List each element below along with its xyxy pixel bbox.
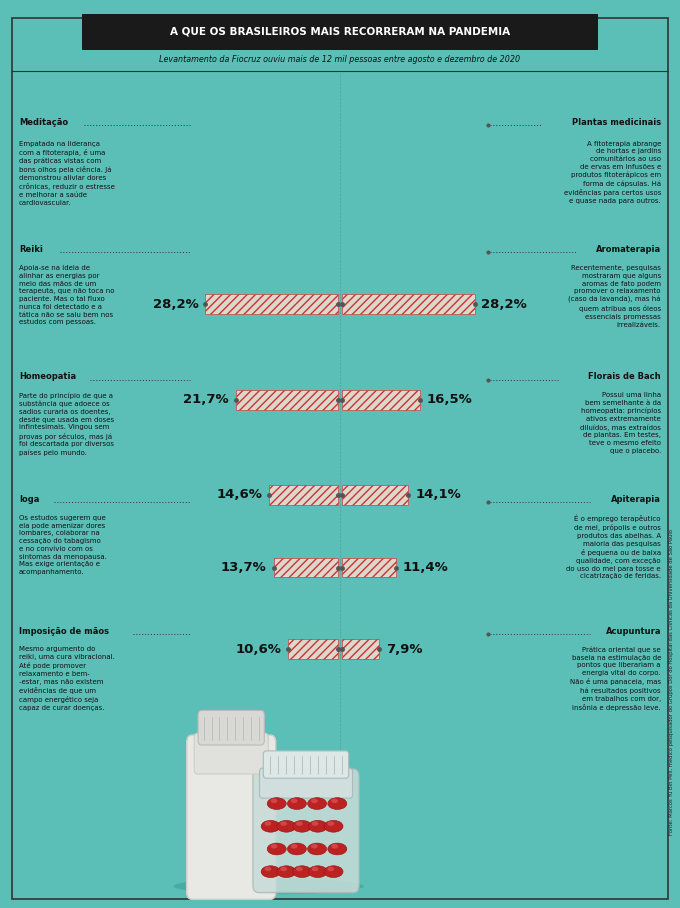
Bar — [342, 639, 379, 659]
Ellipse shape — [280, 821, 287, 826]
FancyBboxPatch shape — [186, 735, 276, 899]
Ellipse shape — [331, 799, 338, 803]
Ellipse shape — [261, 866, 280, 877]
Text: Possui uma linha
bem semelhante à da
homeopatia: princípios
ativos extremamente
: Possui uma linha bem semelhante à da hom… — [580, 392, 661, 454]
Bar — [205, 294, 338, 314]
Bar — [342, 390, 420, 410]
Ellipse shape — [311, 799, 318, 803]
Ellipse shape — [328, 843, 347, 855]
Ellipse shape — [308, 821, 327, 832]
Bar — [342, 294, 475, 314]
Text: Plantas medicinais: Plantas medicinais — [572, 118, 661, 127]
Text: Reiki: Reiki — [19, 245, 43, 254]
Bar — [342, 390, 420, 410]
Bar — [236, 390, 338, 410]
Text: Meditação: Meditação — [19, 118, 68, 127]
Bar — [342, 485, 408, 505]
Ellipse shape — [307, 797, 326, 810]
Text: 14,6%: 14,6% — [217, 489, 262, 501]
Ellipse shape — [311, 821, 318, 826]
Ellipse shape — [308, 866, 327, 877]
Text: Ioga: Ioga — [19, 495, 39, 504]
Text: 16,5%: 16,5% — [426, 393, 472, 406]
Ellipse shape — [271, 799, 277, 803]
Ellipse shape — [288, 797, 307, 810]
Text: Empatada na liderança
com a fitoterapia, é uma
das práticas vistas com
bons olho: Empatada na liderança com a fitoterapia,… — [19, 141, 115, 206]
Text: 11,4%: 11,4% — [403, 561, 448, 574]
Ellipse shape — [324, 866, 343, 877]
Text: 28,2%: 28,2% — [153, 298, 199, 311]
Text: Apoia-se na ideia de
alinhar as energias por
meio das mãos de um
terapeuta, que : Apoia-se na ideia de alinhar as energias… — [19, 265, 114, 325]
Text: Os estudos sugerem que
ela pode amenizar dores
lombares, colaborar na
cessação d: Os estudos sugerem que ela pode amenizar… — [19, 515, 107, 575]
Ellipse shape — [311, 844, 318, 848]
Ellipse shape — [267, 843, 286, 855]
FancyBboxPatch shape — [263, 751, 349, 778]
Bar — [273, 558, 338, 577]
Bar — [236, 390, 338, 410]
Text: Parte do princípio de que a
substância que adoece os
sadios curaria os doentes,
: Parte do princípio de que a substância q… — [19, 392, 114, 456]
Bar — [342, 639, 379, 659]
Text: Aromaterapia: Aromaterapia — [596, 245, 661, 254]
Text: A QUE OS BRASILEIROS MAIS RECORRERAM NA PANDEMIA: A QUE OS BRASILEIROS MAIS RECORRERAM NA … — [170, 26, 510, 37]
Text: Prática oriental que se
baseia na estimulação de
pontos que liberariam a
energia: Prática oriental que se baseia na estimu… — [570, 646, 661, 711]
Text: Apiterapia: Apiterapia — [611, 495, 661, 504]
Ellipse shape — [324, 821, 343, 832]
Text: Florais de Bach: Florais de Bach — [588, 372, 661, 381]
Ellipse shape — [296, 866, 303, 872]
Bar — [342, 558, 396, 577]
Ellipse shape — [311, 866, 318, 872]
Text: Recentemente, pesquisas
mostraram que alguns
aromas de fato podem
promover o rel: Recentemente, pesquisas mostraram que al… — [568, 265, 661, 328]
Bar — [342, 485, 408, 505]
Text: Fonte: Marcos Yü Bin Pell, médico pesquisador do Grupos Dor do Hospital das Clín: Fonte: Marcos Yü Bin Pell, médico pesqui… — [668, 529, 674, 835]
Text: 13,7%: 13,7% — [221, 561, 267, 574]
Ellipse shape — [328, 797, 347, 810]
Ellipse shape — [271, 844, 277, 848]
Ellipse shape — [292, 821, 311, 832]
FancyBboxPatch shape — [198, 710, 265, 745]
Bar — [288, 639, 338, 659]
Ellipse shape — [265, 866, 271, 872]
FancyBboxPatch shape — [260, 768, 352, 798]
Bar — [205, 294, 338, 314]
Text: É o emprego terapêutico
de mel, própolis e outros
produtos das abelhas. A
maiori: É o emprego terapêutico de mel, própolis… — [566, 515, 661, 579]
Text: 14,1%: 14,1% — [415, 489, 461, 501]
Text: Mesmo argumento do
reiki, uma cura vibracional.
Até pode promover
relaxamento e : Mesmo argumento do reiki, uma cura vibra… — [19, 646, 115, 711]
Ellipse shape — [288, 843, 307, 855]
Ellipse shape — [307, 843, 326, 855]
Bar — [273, 558, 338, 577]
Ellipse shape — [291, 844, 298, 848]
Text: 28,2%: 28,2% — [481, 298, 527, 311]
Ellipse shape — [277, 821, 296, 832]
Ellipse shape — [265, 821, 271, 826]
Bar — [269, 485, 338, 505]
Text: A fitoterapia abrange
de hortas e jardins
comunitários ao uso
de ervas em infusõ: A fitoterapia abrange de hortas e jardin… — [564, 141, 661, 203]
FancyBboxPatch shape — [253, 769, 359, 893]
Ellipse shape — [267, 797, 286, 810]
Ellipse shape — [292, 866, 311, 877]
Bar — [269, 485, 338, 505]
Ellipse shape — [327, 821, 334, 826]
Bar — [342, 294, 475, 314]
Ellipse shape — [280, 866, 287, 872]
Text: 10,6%: 10,6% — [235, 643, 282, 656]
Ellipse shape — [173, 878, 364, 894]
Ellipse shape — [327, 866, 334, 872]
Text: Acupuntura: Acupuntura — [605, 627, 661, 636]
FancyBboxPatch shape — [194, 734, 268, 774]
Text: 7,9%: 7,9% — [386, 643, 422, 656]
Bar — [342, 558, 396, 577]
Text: Homeopatia: Homeopatia — [19, 372, 76, 381]
Text: Levantamento da Fiocruz ouviu mais de 12 mil pessoas entre agosto e dezembro de : Levantamento da Fiocruz ouviu mais de 12… — [159, 54, 521, 64]
Ellipse shape — [291, 799, 298, 803]
Ellipse shape — [331, 844, 338, 848]
Text: Imposição de mãos: Imposição de mãos — [19, 627, 109, 636]
FancyBboxPatch shape — [82, 14, 598, 50]
Ellipse shape — [277, 866, 296, 877]
Ellipse shape — [296, 821, 303, 826]
Text: 21,7%: 21,7% — [184, 393, 229, 406]
Ellipse shape — [261, 821, 280, 832]
Bar — [288, 639, 338, 659]
